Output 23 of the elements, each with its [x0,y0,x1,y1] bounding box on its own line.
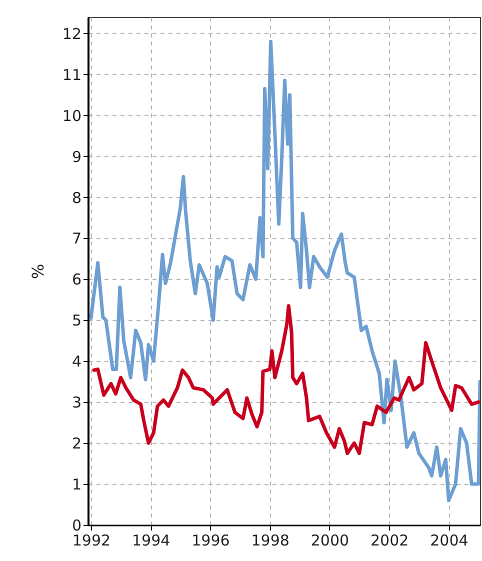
y-tick-label: 3 [72,394,82,412]
y-tick-label: 7 [72,230,82,248]
y-tick-label: 9 [72,148,82,166]
y-tick-label: 1 [72,476,82,494]
y-tick-label: 0 [72,516,82,534]
y-tick-label: 11 [62,66,82,84]
x-tick-label: 1996 [192,532,230,550]
y-tick-label: 10 [62,106,82,125]
y-tick-label: 12 [62,24,82,43]
x-tick-label: 1998 [251,532,290,550]
line-series [89,40,480,502]
line-series [92,304,480,456]
y-axis-title: % [28,264,48,280]
y-tick-label: 2 [72,434,82,453]
x-tick-label: 1994 [132,532,170,550]
y-tick-label: 6 [72,270,82,289]
x-tick-label: 2002 [370,532,409,550]
x-tick-label: 1992 [72,532,111,550]
y-tick-label: 5 [72,312,82,330]
y-tick-label: 8 [72,188,82,207]
x-tick-label: 2004 [430,532,468,550]
y-tick-label: 4 [72,352,82,371]
x-tick-label: 2000 [310,532,350,550]
